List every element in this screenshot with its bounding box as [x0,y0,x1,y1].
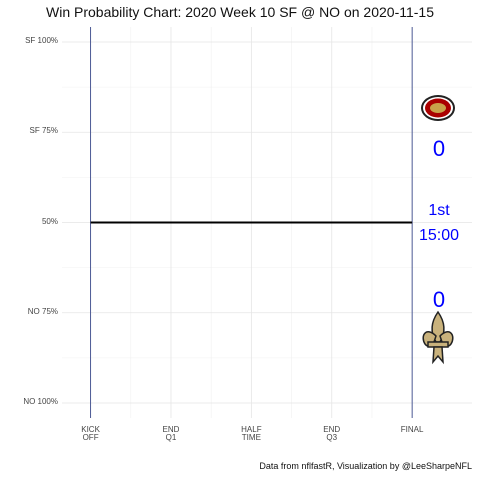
sf-logo [421,95,455,121]
x-tick-label: END Q1 [162,425,180,443]
no-score: 0 [432,287,446,312]
x-tick-label: FINAL [400,425,424,434]
caption: Data from nflfastR, Visualization by @Le… [259,461,472,471]
y-tick-label: SF 75% [29,126,58,136]
clock: 15:00 [418,227,460,244]
x-tick-label: END Q3 [323,425,341,443]
y-tick-label: 50% [41,216,58,226]
y-tick-label: NO 75% [27,306,58,316]
y-tick-label: NO 100% [23,397,58,406]
quarter: 1st [428,202,450,219]
no-logo [422,310,454,365]
y-tick-label: SF 100% [25,36,58,45]
x-tick-label: KICK OFF [81,425,100,443]
chart-title: Win Probability Chart: 2020 Week 10 SF @… [46,4,434,20]
sf-score: 0 [432,136,446,161]
x-tick-label: HALF TIME [241,425,262,443]
